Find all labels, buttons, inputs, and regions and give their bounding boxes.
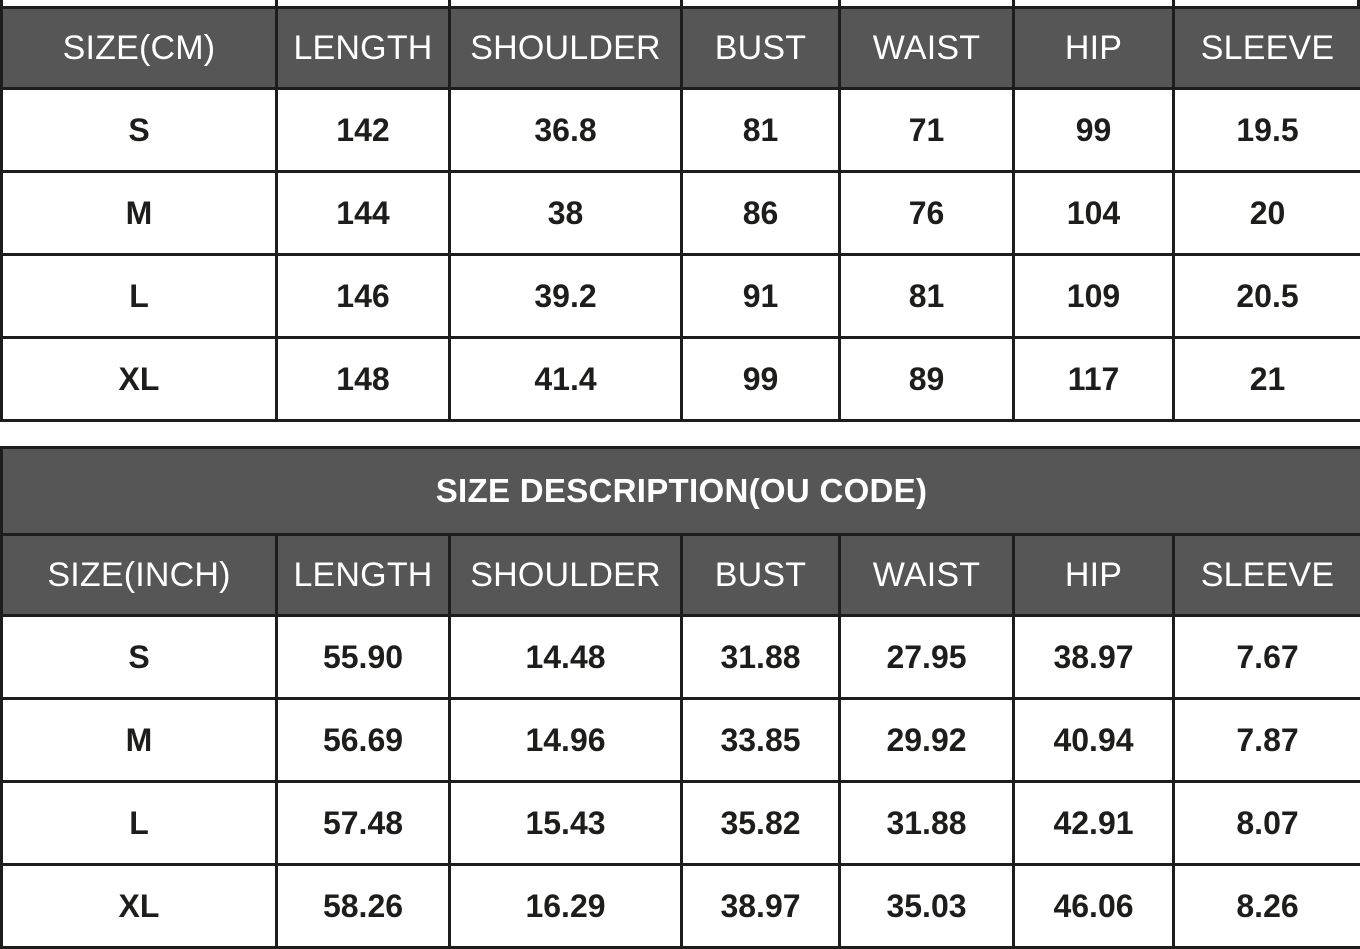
cell-waist: 31.88 (840, 782, 1014, 865)
size-description-title: SIZE DESCRIPTION(OU CODE) (2, 448, 1360, 535)
cm-col-header-size: SIZE(CM) (2, 8, 277, 89)
cell-waist: 71 (840, 89, 1014, 172)
cell-sleeve: 20 (1174, 172, 1360, 255)
cell-waist: 29.92 (840, 699, 1014, 782)
cell-bust: 35.82 (682, 782, 840, 865)
cell-length: 146 (277, 255, 450, 338)
cell-waist: 27.95 (840, 616, 1014, 699)
cm-col-header-length: LENGTH (277, 8, 450, 89)
cell-bust: 86 (682, 172, 840, 255)
cell-size: S (2, 89, 277, 172)
size-table-inch: SIZE DESCRIPTION(OU CODE) SIZE(INCH) LEN… (0, 446, 1360, 949)
cell-length: 58.26 (277, 865, 450, 948)
cell-shoulder: 16.29 (450, 865, 682, 948)
cm-col-header-sleeve: SLEEVE (1174, 8, 1360, 89)
cell-hip: 38.97 (1014, 616, 1174, 699)
column-divider (1172, 0, 1175, 6)
table-edge-left (0, 0, 3, 6)
cell-shoulder: 38 (450, 172, 682, 255)
cell-waist: 89 (840, 338, 1014, 421)
cell-shoulder: 14.96 (450, 699, 682, 782)
cell-hip: 42.91 (1014, 782, 1174, 865)
size-chart-page: SIZE(CM) LENGTH SHOULDER BUST WAIST HIP … (0, 0, 1360, 924)
cell-hip: 117 (1014, 338, 1174, 421)
cell-sleeve: 21 (1174, 338, 1360, 421)
cm-header-row: SIZE(CM) LENGTH SHOULDER BUST WAIST HIP … (2, 8, 1360, 89)
column-divider (448, 0, 451, 6)
cell-size: S (2, 616, 277, 699)
cell-size: L (2, 782, 277, 865)
cell-hip: 104 (1014, 172, 1174, 255)
cell-bust: 33.85 (682, 699, 840, 782)
table-row: L 146 39.2 91 81 109 20.5 (2, 255, 1360, 338)
inch-header-row: SIZE(INCH) LENGTH SHOULDER BUST WAIST HI… (2, 535, 1360, 616)
cell-shoulder: 39.2 (450, 255, 682, 338)
cell-size: XL (2, 865, 277, 948)
cell-size: M (2, 699, 277, 782)
table-row: M 144 38 86 76 104 20 (2, 172, 1360, 255)
cell-sleeve: 8.07 (1174, 782, 1360, 865)
column-divider (275, 0, 278, 6)
cell-waist: 81 (840, 255, 1014, 338)
inch-col-header-size: SIZE(INCH) (2, 535, 277, 616)
cell-waist: 35.03 (840, 865, 1014, 948)
inch-table-body: S 55.90 14.48 31.88 27.95 38.97 7.67 M 5… (2, 616, 1360, 948)
table-row: XL 58.26 16.29 38.97 35.03 46.06 8.26 (2, 865, 1360, 948)
cell-hip: 46.06 (1014, 865, 1174, 948)
cm-table-header: SIZE(CM) LENGTH SHOULDER BUST WAIST HIP … (2, 8, 1360, 89)
cell-shoulder: 36.8 (450, 89, 682, 172)
cell-shoulder: 15.43 (450, 782, 682, 865)
inch-col-header-waist: WAIST (840, 535, 1014, 616)
inch-title-row: SIZE DESCRIPTION(OU CODE) (2, 448, 1360, 535)
cell-bust: 91 (682, 255, 840, 338)
cell-sleeve: 7.87 (1174, 699, 1360, 782)
cell-size: M (2, 172, 277, 255)
inch-col-header-hip: HIP (1014, 535, 1174, 616)
inch-col-header-sleeve: SLEEVE (1174, 535, 1360, 616)
cell-hip: 109 (1014, 255, 1174, 338)
cell-sleeve: 19.5 (1174, 89, 1360, 172)
column-divider (838, 0, 841, 6)
clipped-row-strip (0, 0, 1360, 6)
inch-col-header-bust: BUST (682, 535, 840, 616)
cell-sleeve: 8.26 (1174, 865, 1360, 948)
cm-col-header-bust: BUST (682, 8, 840, 89)
cell-bust: 38.97 (682, 865, 840, 948)
column-divider (1012, 0, 1015, 6)
cm-table-body: S 142 36.8 81 71 99 19.5 M 144 38 86 76 … (2, 89, 1360, 421)
cell-length: 55.90 (277, 616, 450, 699)
table-row: M 56.69 14.96 33.85 29.92 40.94 7.87 (2, 699, 1360, 782)
cm-col-header-hip: HIP (1014, 8, 1174, 89)
cell-size: XL (2, 338, 277, 421)
cell-bust: 81 (682, 89, 840, 172)
table-row: L 57.48 15.43 35.82 31.88 42.91 8.07 (2, 782, 1360, 865)
cell-length: 142 (277, 89, 450, 172)
cell-sleeve: 7.67 (1174, 616, 1360, 699)
size-table-cm: SIZE(CM) LENGTH SHOULDER BUST WAIST HIP … (0, 6, 1360, 422)
cm-col-header-waist: WAIST (840, 8, 1014, 89)
cell-waist: 76 (840, 172, 1014, 255)
table-row: S 55.90 14.48 31.88 27.95 38.97 7.67 (2, 616, 1360, 699)
cell-hip: 40.94 (1014, 699, 1174, 782)
cell-sleeve: 20.5 (1174, 255, 1360, 338)
inch-col-header-shoulder: SHOULDER (450, 535, 682, 616)
cell-length: 56.69 (277, 699, 450, 782)
cell-shoulder: 14.48 (450, 616, 682, 699)
table-row: S 142 36.8 81 71 99 19.5 (2, 89, 1360, 172)
cell-length: 144 (277, 172, 450, 255)
cell-shoulder: 41.4 (450, 338, 682, 421)
table-gap (0, 422, 1360, 446)
table-row: XL 148 41.4 99 89 117 21 (2, 338, 1360, 421)
cell-size: L (2, 255, 277, 338)
cell-length: 148 (277, 338, 450, 421)
cell-length: 57.48 (277, 782, 450, 865)
inch-col-header-length: LENGTH (277, 535, 450, 616)
cell-hip: 99 (1014, 89, 1174, 172)
cm-col-header-shoulder: SHOULDER (450, 8, 682, 89)
column-divider (680, 0, 683, 6)
cell-bust: 31.88 (682, 616, 840, 699)
cell-bust: 99 (682, 338, 840, 421)
inch-table-header: SIZE DESCRIPTION(OU CODE) SIZE(INCH) LEN… (2, 448, 1360, 616)
